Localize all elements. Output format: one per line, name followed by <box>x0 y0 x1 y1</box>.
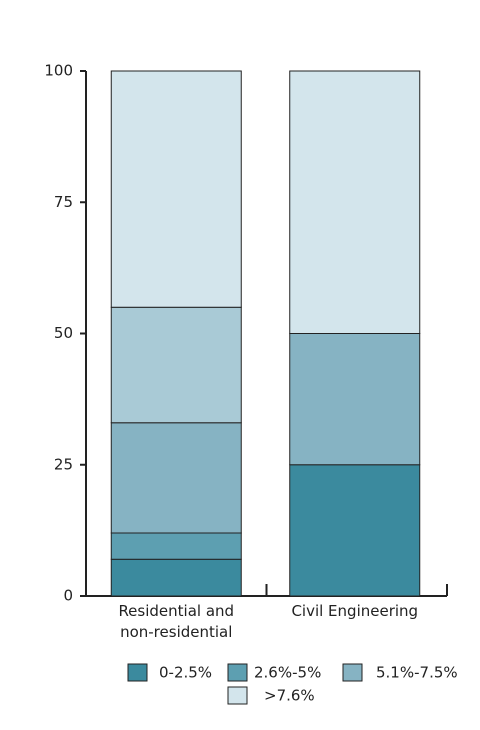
legend-swatch <box>342 663 363 682</box>
legend-label: 0-2.5% <box>159 664 212 682</box>
legend-swatch <box>127 663 148 682</box>
y-tick-label: 100 <box>44 62 73 80</box>
bar-segment <box>289 70 421 334</box>
legend-label: 5.1%-7.5% <box>376 664 458 682</box>
x-tick-label: Civil Engineering <box>291 602 419 620</box>
y-tick-label: 75 <box>54 193 73 211</box>
legend-label: 2.6%-5% <box>254 664 321 682</box>
bar-segment <box>110 306 242 424</box>
bar-segment <box>110 70 242 308</box>
y-tick-label: 25 <box>54 455 73 473</box>
legend-swatch <box>227 686 248 705</box>
legend-label: >7.6% <box>264 687 315 705</box>
bar-segment <box>110 532 242 560</box>
bar-segment <box>289 464 421 597</box>
y-tick-label: 50 <box>54 324 73 342</box>
bar-segment <box>289 333 421 466</box>
y-tick-label: 0 <box>63 587 73 605</box>
legend-swatch <box>227 663 248 682</box>
x-tick-label: Residential and non-residential <box>118 602 235 641</box>
bar-segment <box>110 558 242 597</box>
bar-segment <box>110 422 242 534</box>
